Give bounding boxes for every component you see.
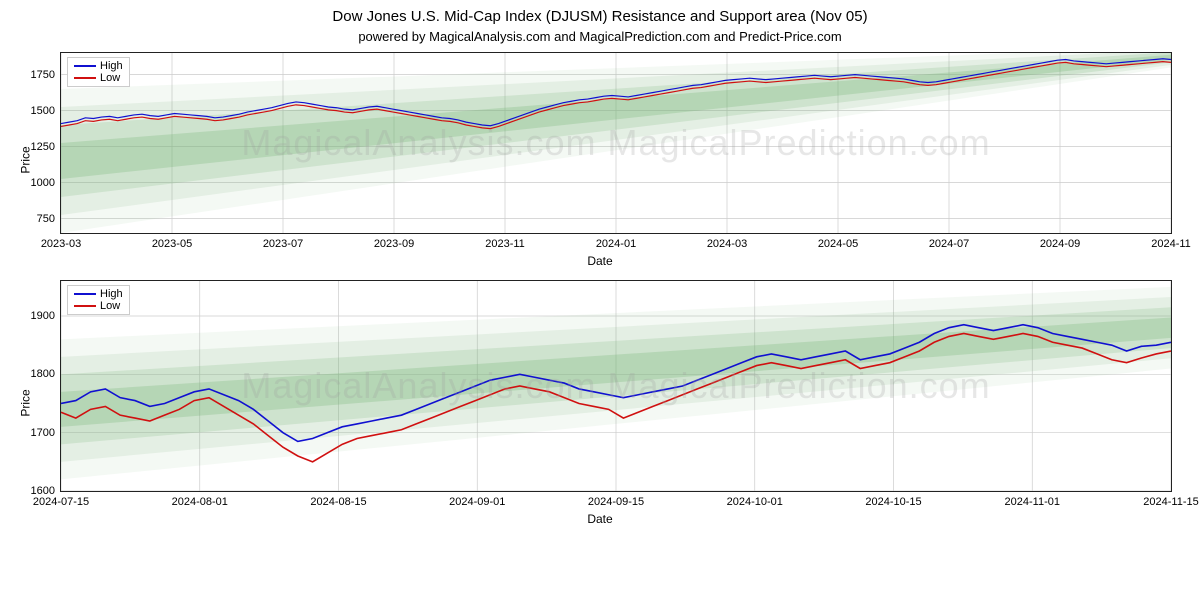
xtick-label: 2024-01 bbox=[596, 233, 636, 250]
legend: High Low bbox=[67, 285, 130, 315]
bottom-ylabel: Price bbox=[19, 389, 33, 416]
legend-low-line bbox=[74, 77, 96, 79]
top-xlabel: Date bbox=[0, 254, 1200, 268]
legend-high-label: High bbox=[100, 60, 123, 72]
xtick-label: 2023-07 bbox=[263, 233, 303, 250]
legend-low-line bbox=[74, 305, 96, 307]
xtick-label: 2024-07-15 bbox=[33, 491, 89, 508]
legend: High Low bbox=[67, 57, 130, 87]
ytick-label: 1800 bbox=[31, 368, 61, 380]
xtick-label: 2023-03 bbox=[41, 233, 81, 250]
xtick-label: 2024-09-01 bbox=[449, 491, 505, 508]
ytick-label: 1900 bbox=[31, 310, 61, 322]
xtick-label: 2024-10-01 bbox=[727, 491, 783, 508]
bottom-xlabel: Date bbox=[0, 512, 1200, 526]
chart-subtitle: powered by MagicalAnalysis.com and Magic… bbox=[0, 25, 1200, 44]
xtick-label: 2023-11 bbox=[485, 233, 525, 250]
ytick-label: 750 bbox=[37, 213, 61, 225]
xtick-label: 2024-11 bbox=[1151, 233, 1191, 250]
legend-high: High bbox=[74, 60, 123, 72]
legend-low-label: Low bbox=[100, 72, 120, 84]
ytick-label: 1250 bbox=[31, 141, 61, 153]
xtick-label: 2024-03 bbox=[707, 233, 747, 250]
xtick-label: 2024-09 bbox=[1040, 233, 1080, 250]
xtick-label: 2024-08-01 bbox=[172, 491, 228, 508]
xtick-label: 2023-09 bbox=[374, 233, 414, 250]
legend-high-label: High bbox=[100, 288, 123, 300]
ytick-label: 1750 bbox=[31, 69, 61, 81]
legend-high-line bbox=[74, 293, 96, 295]
ytick-label: 1700 bbox=[31, 427, 61, 439]
xtick-label: 2023-05 bbox=[152, 233, 192, 250]
ytick-label: 1000 bbox=[31, 177, 61, 189]
xtick-label: 2024-11-01 bbox=[1005, 491, 1060, 508]
legend-low: Low bbox=[74, 72, 123, 84]
top-chart-wrapper: Price High Low MagicalAnalysis.com Magic… bbox=[0, 52, 1200, 268]
chart-container: Dow Jones U.S. Mid-Cap Index (DJUSM) Res… bbox=[0, 0, 1200, 600]
legend-high-line bbox=[74, 65, 96, 67]
bottom-chart-wrapper: Price High Low MagicalAnalysis.com Magic… bbox=[0, 280, 1200, 526]
chart-title: Dow Jones U.S. Mid-Cap Index (DJUSM) Res… bbox=[0, 0, 1200, 25]
xtick-label: 2024-10-15 bbox=[865, 491, 921, 508]
top-chart: High Low MagicalAnalysis.com MagicalPred… bbox=[60, 52, 1172, 234]
bottom-chart: High Low MagicalAnalysis.com MagicalPred… bbox=[60, 280, 1172, 492]
ytick-label: 1500 bbox=[31, 105, 61, 117]
legend-low-label: Low bbox=[100, 300, 120, 312]
legend-high: High bbox=[74, 288, 123, 300]
xtick-label: 2024-09-15 bbox=[588, 491, 644, 508]
xtick-label: 2024-11-15 bbox=[1143, 491, 1198, 508]
xtick-label: 2024-08-15 bbox=[310, 491, 366, 508]
legend-low: Low bbox=[74, 300, 123, 312]
xtick-label: 2024-07 bbox=[929, 233, 969, 250]
xtick-label: 2024-05 bbox=[818, 233, 858, 250]
